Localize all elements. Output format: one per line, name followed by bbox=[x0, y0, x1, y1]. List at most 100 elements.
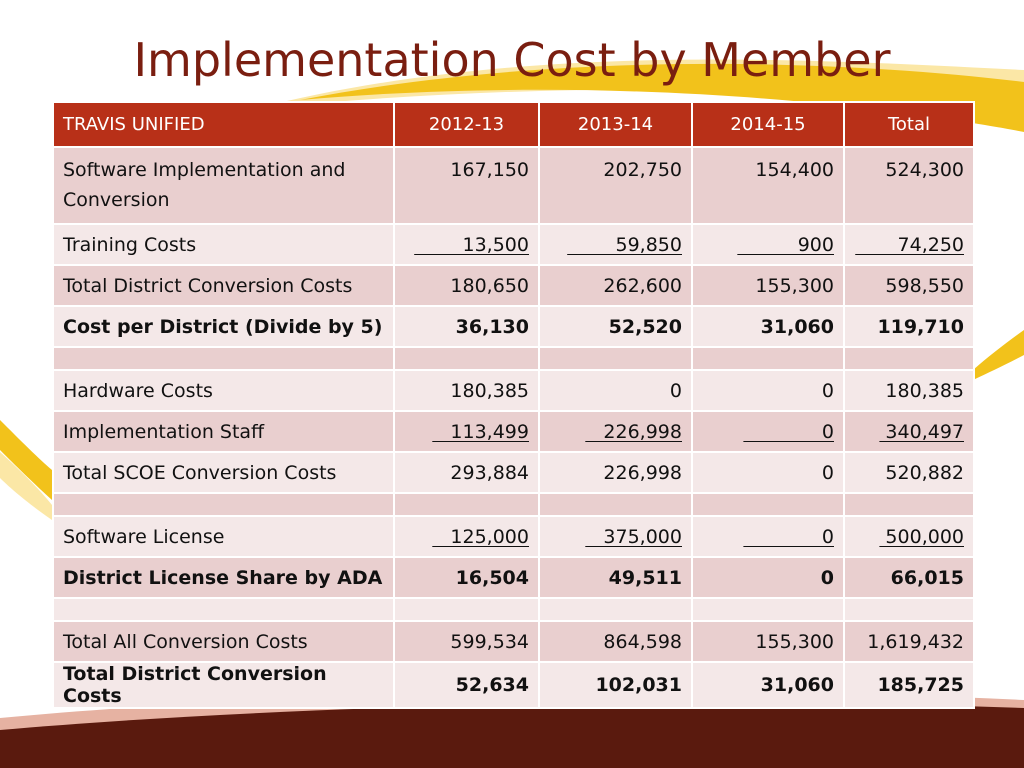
spacer-cell bbox=[393, 597, 540, 622]
header-cell-2014-15: 2014-15 bbox=[691, 101, 845, 148]
spacer-cell bbox=[691, 597, 845, 622]
gold-swoosh-top-main bbox=[300, 63, 1024, 132]
cell-value: 864,598 bbox=[538, 620, 693, 663]
bottom-band-dark bbox=[0, 702, 1024, 768]
cell-value: 66,015 bbox=[843, 556, 975, 599]
cell-value: 0 bbox=[538, 369, 693, 412]
underlined-value: 0 bbox=[743, 420, 834, 443]
row-label: Software Implementation and Conversion bbox=[52, 146, 395, 225]
cell-value: 900 bbox=[691, 223, 845, 266]
header-cell-total: Total bbox=[843, 101, 975, 148]
cell-value: 180,650 bbox=[393, 264, 540, 307]
table-row: Training Costs 13,500 59,850 900 74,250 bbox=[52, 223, 975, 266]
spacer-cell bbox=[393, 346, 540, 371]
table-row: Implementation Staff 113,499 226,998 0 3… bbox=[52, 410, 975, 453]
row-label: Total SCOE Conversion Costs bbox=[52, 451, 395, 494]
row-label: Total District Conversion Costs bbox=[52, 661, 395, 709]
table-row: Total All Conversion Costs 599,534 864,5… bbox=[52, 620, 975, 663]
row-label: Hardware Costs bbox=[52, 369, 395, 412]
cell-value: 13,500 bbox=[393, 223, 540, 266]
cell-value: 49,511 bbox=[538, 556, 693, 599]
row-label: District License Share by ADA bbox=[52, 556, 395, 599]
cell-value: 0 bbox=[691, 515, 845, 558]
underlined-value: 340,497 bbox=[879, 420, 964, 443]
cell-value: 524,300 bbox=[843, 146, 975, 225]
cell-value: 59,850 bbox=[538, 223, 693, 266]
spacer-cell bbox=[538, 346, 693, 371]
underlined-value: 125,000 bbox=[432, 525, 529, 548]
cell-value: 598,550 bbox=[843, 264, 975, 307]
cell-value: 599,534 bbox=[393, 620, 540, 663]
cell-value: 102,031 bbox=[538, 661, 693, 709]
header-row: TRAVIS UNIFIED 2012-13 2013-14 2014-15 T… bbox=[52, 101, 975, 148]
cell-value: 155,300 bbox=[691, 264, 845, 307]
cell-value: 375,000 bbox=[538, 515, 693, 558]
spacer-cell bbox=[691, 346, 845, 371]
slide-title: Implementation Cost by Member bbox=[133, 33, 891, 87]
spacer-cell bbox=[538, 492, 693, 517]
header-cell-member: TRAVIS UNIFIED bbox=[52, 101, 395, 148]
underlined-value: 375,000 bbox=[585, 525, 682, 548]
cell-value: 180,385 bbox=[393, 369, 540, 412]
underlined-value: 59,850 bbox=[567, 233, 683, 256]
spacer-cell bbox=[538, 597, 693, 622]
cell-value: 520,882 bbox=[843, 451, 975, 494]
cell-value: 119,710 bbox=[843, 305, 975, 348]
table-row: Total District Conversion Costs 52,634 1… bbox=[52, 661, 975, 709]
row-label: Total District Conversion Costs bbox=[52, 264, 395, 307]
cell-value: 340,497 bbox=[843, 410, 975, 453]
row-label: Implementation Staff bbox=[52, 410, 395, 453]
cell-value: 31,060 bbox=[691, 661, 845, 709]
cell-value: 16,504 bbox=[393, 556, 540, 599]
cell-value: 0 bbox=[691, 451, 845, 494]
table-row: Cost per District (Divide by 5) 36,130 5… bbox=[52, 305, 975, 348]
table-row: Software Implementation and Conversion 1… bbox=[52, 146, 975, 225]
cell-value: 1,619,432 bbox=[843, 620, 975, 663]
underlined-value: 226,998 bbox=[585, 420, 682, 443]
underlined-value: 74,250 bbox=[855, 233, 965, 256]
cell-value: 226,998 bbox=[538, 410, 693, 453]
cell-value: 31,060 bbox=[691, 305, 845, 348]
cell-value: 74,250 bbox=[843, 223, 975, 266]
table-row: Total SCOE Conversion Costs 293,884 226,… bbox=[52, 451, 975, 494]
table-row: Software License 125,000 375,000 0 500,0… bbox=[52, 515, 975, 558]
spacer-cell bbox=[52, 346, 395, 371]
cell-value: 0 bbox=[691, 556, 845, 599]
spacer-cell bbox=[52, 597, 395, 622]
table-row-spacer bbox=[52, 492, 975, 517]
underlined-value: 500,000 bbox=[879, 525, 964, 548]
cell-value: 185,725 bbox=[843, 661, 975, 709]
cell-value: 202,750 bbox=[538, 146, 693, 225]
gold-swoosh-right bbox=[973, 330, 1024, 380]
cost-table: TRAVIS UNIFIED 2012-13 2013-14 2014-15 T… bbox=[52, 101, 975, 709]
spacer-cell bbox=[393, 492, 540, 517]
cell-value: 125,000 bbox=[393, 515, 540, 558]
cell-value: 36,130 bbox=[393, 305, 540, 348]
underlined-value: 113,499 bbox=[432, 420, 529, 443]
underlined-value: 900 bbox=[737, 233, 834, 256]
cell-value: 113,499 bbox=[393, 410, 540, 453]
spacer-cell bbox=[843, 597, 975, 622]
table-row: Hardware Costs 180,385 0 0 180,385 bbox=[52, 369, 975, 412]
row-label: Software License bbox=[52, 515, 395, 558]
table-row-spacer bbox=[52, 346, 975, 371]
cell-value: 500,000 bbox=[843, 515, 975, 558]
gold-swoosh-left-light bbox=[0, 452, 52, 520]
cell-value: 167,150 bbox=[393, 146, 540, 225]
spacer-cell bbox=[843, 346, 975, 371]
cell-value: 226,998 bbox=[538, 451, 693, 494]
cell-value: 52,520 bbox=[538, 305, 693, 348]
cell-value: 154,400 bbox=[691, 146, 845, 225]
underlined-value: 13,500 bbox=[414, 233, 530, 256]
table-row: Total District Conversion Costs 180,650 … bbox=[52, 264, 975, 307]
spacer-cell bbox=[52, 492, 395, 517]
cell-value: 0 bbox=[691, 410, 845, 453]
cell-value: 0 bbox=[691, 369, 845, 412]
spacer-cell bbox=[843, 492, 975, 517]
cell-value: 155,300 bbox=[691, 620, 845, 663]
row-label: Total All Conversion Costs bbox=[52, 620, 395, 663]
table-row-spacer bbox=[52, 597, 975, 622]
cell-value: 262,600 bbox=[538, 264, 693, 307]
